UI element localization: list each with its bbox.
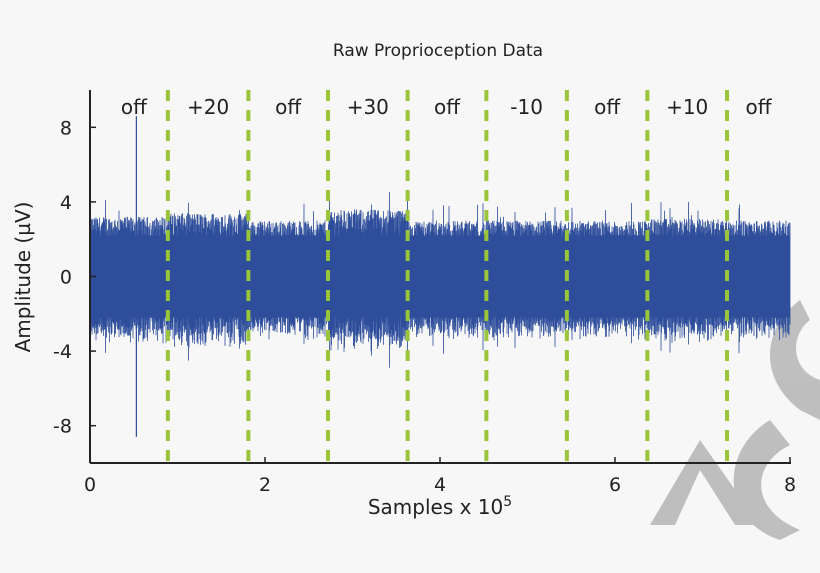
segment-label: +10 bbox=[666, 95, 708, 119]
segment-label: off bbox=[275, 95, 302, 119]
x-axis-label: Samples x 105 bbox=[368, 494, 512, 519]
x-axis-label-exponent: 5 bbox=[503, 494, 512, 510]
segment-label: off bbox=[745, 95, 772, 119]
y-tick-label: 4 bbox=[60, 192, 72, 214]
chart-title: Raw Proprioception Data bbox=[333, 41, 543, 61]
signal-trace bbox=[89, 189, 791, 368]
y-tick-label: 0 bbox=[60, 267, 72, 289]
segment-label: +20 bbox=[187, 95, 229, 119]
segment-label: off bbox=[121, 95, 148, 119]
y-tick-label: 8 bbox=[60, 117, 72, 139]
signal-series bbox=[89, 116, 791, 437]
segment-label: off bbox=[594, 95, 621, 119]
y-tick-label: -8 bbox=[53, 416, 72, 438]
segment-label: +30 bbox=[347, 95, 389, 119]
x-axis-label-text: Samples x 10 bbox=[368, 495, 503, 519]
watermark bbox=[650, 300, 820, 540]
x-tick-label: 0 bbox=[84, 474, 96, 496]
x-tick-label: 6 bbox=[609, 474, 621, 496]
x-tick-label: 8 bbox=[784, 474, 796, 496]
x-tick-label: 2 bbox=[259, 474, 271, 496]
y-tick-label: -4 bbox=[53, 341, 72, 363]
x-tick-label: 4 bbox=[434, 474, 446, 496]
segment-label: -10 bbox=[510, 95, 543, 119]
y-ticks: 8 4 0 -4 -8 bbox=[53, 117, 96, 438]
segment-labels: off +20 off +30 off -10 off +10 off bbox=[121, 95, 773, 119]
segment-label: off bbox=[434, 95, 461, 119]
y-axis-label: Amplitude (µV) bbox=[11, 202, 35, 353]
x-ticks: 0 2 4 6 8 bbox=[84, 457, 796, 496]
dividers bbox=[165, 90, 729, 463]
